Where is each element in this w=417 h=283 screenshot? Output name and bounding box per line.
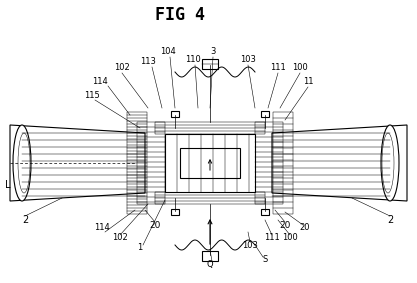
Polygon shape <box>10 125 145 201</box>
Text: 20: 20 <box>300 224 310 233</box>
Text: S: S <box>262 256 268 265</box>
Text: 2: 2 <box>22 215 28 225</box>
Text: 102: 102 <box>112 233 128 243</box>
Bar <box>255 122 283 204</box>
Text: 11: 11 <box>303 78 313 87</box>
Text: 113: 113 <box>140 57 156 67</box>
Text: 1: 1 <box>137 243 143 252</box>
Bar <box>165 134 255 192</box>
Text: Q: Q <box>207 260 214 269</box>
Text: 102: 102 <box>114 63 130 72</box>
Bar <box>261 209 269 215</box>
Bar <box>127 112 147 214</box>
Text: 115: 115 <box>84 91 100 100</box>
Text: 20: 20 <box>279 220 291 230</box>
Bar <box>202 59 218 69</box>
Text: L: L <box>5 180 11 190</box>
Text: 103: 103 <box>240 55 256 65</box>
Text: 114: 114 <box>94 224 110 233</box>
Text: 111: 111 <box>264 233 280 243</box>
Bar <box>171 209 179 215</box>
Text: FIG 4: FIG 4 <box>155 6 205 24</box>
Bar <box>261 111 269 117</box>
Polygon shape <box>272 125 407 201</box>
Text: 3: 3 <box>210 48 216 57</box>
Bar <box>137 122 165 204</box>
Bar <box>155 192 265 204</box>
Text: 100: 100 <box>292 63 308 72</box>
Bar <box>273 112 293 214</box>
Text: 103: 103 <box>242 241 258 250</box>
Text: 100: 100 <box>282 233 298 243</box>
Text: 20: 20 <box>149 220 161 230</box>
Text: 111: 111 <box>270 63 286 72</box>
Ellipse shape <box>381 125 399 201</box>
Text: 2: 2 <box>387 215 393 225</box>
Bar <box>171 111 179 117</box>
Bar <box>155 122 265 134</box>
Ellipse shape <box>13 125 31 201</box>
Text: 110: 110 <box>185 55 201 65</box>
Bar <box>202 251 218 261</box>
Text: 114: 114 <box>92 78 108 87</box>
Text: 104: 104 <box>160 48 176 57</box>
Bar <box>180 148 240 178</box>
